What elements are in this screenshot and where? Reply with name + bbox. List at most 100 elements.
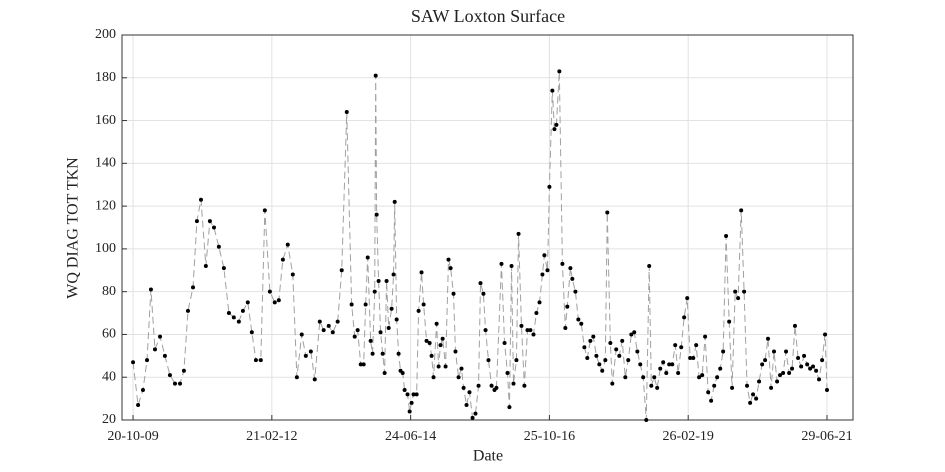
data-point <box>446 257 451 262</box>
data-point <box>511 381 516 386</box>
data-point <box>489 383 494 388</box>
data-point <box>194 219 199 224</box>
data-point <box>344 110 349 114</box>
data-point <box>294 375 299 380</box>
data-point <box>655 385 660 390</box>
data-point <box>352 334 357 339</box>
data-point <box>407 409 412 414</box>
data-point <box>644 418 649 422</box>
data-point <box>427 341 432 345</box>
data-point <box>799 364 804 369</box>
data-point <box>363 302 368 307</box>
data-point <box>216 244 221 249</box>
data-point <box>516 231 521 236</box>
data-point <box>253 358 258 363</box>
data-point <box>739 208 744 213</box>
data-point <box>391 272 396 277</box>
data-point <box>594 353 599 358</box>
data-point <box>796 355 801 360</box>
data-point <box>623 375 628 380</box>
data-point <box>525 328 530 333</box>
data-point <box>424 338 429 343</box>
data-point <box>805 362 810 367</box>
data-point <box>565 304 570 309</box>
data-point <box>361 362 366 367</box>
y-tick-label: 180 <box>95 70 116 85</box>
data-point <box>416 308 421 313</box>
data-point <box>610 381 615 386</box>
data-point <box>272 300 277 305</box>
data-point <box>588 338 593 343</box>
plot-area <box>122 35 853 420</box>
data-point <box>384 278 389 283</box>
data-point <box>790 366 795 371</box>
plot-frame <box>121 34 854 421</box>
data-point <box>178 381 183 386</box>
data-point <box>326 323 331 328</box>
data-point <box>434 321 439 326</box>
x-tick-label: 24-06-14 <box>385 429 436 444</box>
y-tick-label: 200 <box>95 27 116 42</box>
data-point <box>629 332 634 337</box>
data-point <box>802 353 807 358</box>
data-point <box>658 366 663 371</box>
data-point <box>267 289 272 294</box>
data-point <box>514 358 519 363</box>
data-point <box>557 69 562 74</box>
data-point <box>473 411 478 416</box>
data-point <box>152 347 157 352</box>
data-point <box>245 300 250 305</box>
data-point <box>396 351 401 356</box>
data-point <box>787 370 792 375</box>
data-point <box>600 368 605 373</box>
y-tick-label: 40 <box>102 369 116 384</box>
data-point <box>203 264 208 268</box>
data-point <box>614 347 619 352</box>
data-point <box>409 400 414 405</box>
data-point <box>499 261 504 266</box>
data-point <box>703 334 708 339</box>
data-point <box>721 349 726 354</box>
data-point <box>236 319 241 324</box>
data-point <box>478 281 483 286</box>
data-point <box>605 210 610 215</box>
data-point <box>709 398 714 403</box>
data-point <box>349 302 354 307</box>
data-point <box>540 272 545 277</box>
data-point <box>591 334 596 339</box>
data-point <box>358 362 363 367</box>
data-point <box>226 311 231 316</box>
data-point <box>603 358 608 363</box>
data-point <box>290 272 295 277</box>
y-tick-label: 60 <box>102 327 116 342</box>
data-point <box>694 343 699 348</box>
data-point <box>608 341 613 345</box>
data-point <box>312 377 317 382</box>
data-point <box>483 328 488 333</box>
data-point <box>505 370 510 375</box>
data-point <box>172 381 177 386</box>
y-tick-label: 100 <box>95 241 116 256</box>
data-point <box>545 268 550 273</box>
data-point <box>392 199 397 204</box>
data-point <box>456 375 461 380</box>
data-point <box>131 360 136 365</box>
data-point <box>276 298 281 303</box>
data-point <box>670 362 675 367</box>
data-point <box>547 184 552 189</box>
data-point <box>820 358 825 363</box>
data-point <box>207 219 212 224</box>
data-point <box>365 255 370 260</box>
data-point <box>748 400 753 405</box>
data-point <box>661 360 666 365</box>
data-point <box>552 127 557 132</box>
data-point <box>688 355 693 360</box>
data-point <box>560 261 565 266</box>
data-point <box>378 330 383 335</box>
data-point <box>760 362 765 367</box>
data-point <box>372 289 377 294</box>
data-point <box>438 343 443 348</box>
data-point <box>299 332 304 337</box>
data-point <box>715 375 720 380</box>
